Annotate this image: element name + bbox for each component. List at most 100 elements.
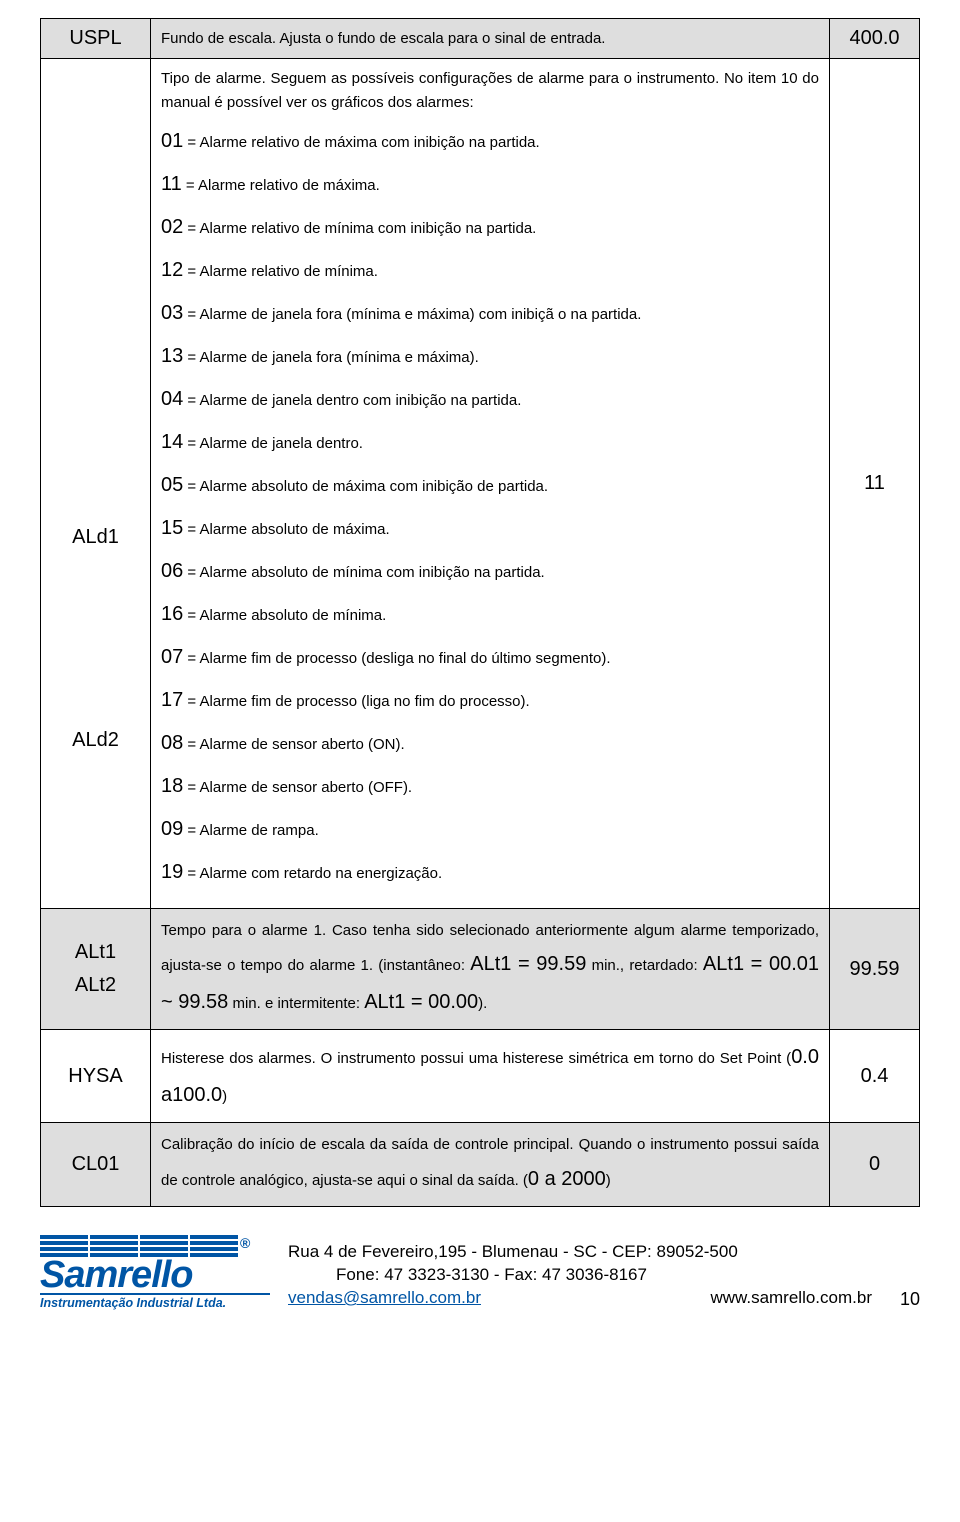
alarm-item: 03 = Alarme de janela fora (mínima e máx… [161, 298, 819, 329]
alarm-code: 12 [161, 259, 183, 281]
alarm-text: Alarme relativo de máxima. [198, 177, 380, 194]
alarm-item: 18 = Alarme de sensor aberto (OFF). [161, 771, 819, 802]
alarm-item: 09 = Alarme de rampa. [161, 814, 819, 845]
alarm-code: 04 [161, 388, 183, 410]
alarm-eq: = [183, 822, 199, 839]
company-logo: ® Samrello Instrumentação Industrial Ltd… [40, 1235, 270, 1310]
val-cl01: 0 [830, 1123, 920, 1207]
param-ald: ALd1 ALd2 [41, 59, 151, 909]
alarm-eq: = [183, 349, 199, 366]
alarm-text: Alarme com retardo na energização. [200, 865, 443, 882]
val-alt: 99.59 [830, 908, 920, 1030]
alarm-code: 08 [161, 732, 183, 754]
alarm-eq: = [182, 177, 198, 194]
alarm-code: 01 [161, 130, 183, 152]
hysa-desc-end: ) [222, 1088, 227, 1105]
alarm-text: Alarme absoluto de máxima. [200, 521, 390, 538]
param-cl01: CL01 [41, 1123, 151, 1207]
page-number: 10 [890, 1289, 920, 1310]
alarm-text: Alarme de janela fora (mínima e máxima) … [200, 306, 642, 323]
param-label: ALd1 [51, 526, 140, 549]
registered-icon: ® [240, 1235, 250, 1251]
alarm-item: 16 = Alarme absoluto de mínima. [161, 599, 819, 630]
alarm-text: Alarme absoluto de mínima com inibição n… [200, 564, 545, 581]
alarm-item: 06 = Alarme absoluto de mínima com inibi… [161, 556, 819, 587]
alt-desc-end: ). [478, 995, 487, 1012]
alarm-text: Alarme absoluto de máxima com inibição d… [200, 478, 549, 495]
alarm-item: 14 = Alarme de janela dentro. [161, 427, 819, 458]
alarm-text: Alarme relativo de mínima. [200, 263, 378, 280]
table-row: CL01 Calibração do início de escala da s… [41, 1123, 920, 1207]
alarm-eq: = [183, 306, 199, 323]
alarm-text: Alarme de janela dentro. [200, 435, 363, 452]
alarm-text: Alarme de sensor aberto (ON). [200, 736, 405, 753]
alt-desc-mid1: min., retardado: [586, 957, 703, 974]
alarm-code: 15 [161, 517, 183, 539]
table-row: USPL Fundo de escala. Ajusta o fundo de … [41, 19, 920, 59]
alarm-text: Alarme de sensor aberto (OFF). [200, 779, 413, 796]
alarm-eq: = [183, 435, 199, 452]
alarm-eq: = [183, 134, 199, 151]
desc-hysa: Histerese dos alarmes. O instrumento pos… [151, 1030, 830, 1123]
alarm-code: 05 [161, 474, 183, 496]
alarm-text: Alarme absoluto de mínima. [200, 607, 387, 624]
alarm-text: Alarme relativo de máxima com inibição n… [200, 134, 540, 151]
alarm-eq: = [183, 736, 199, 753]
footer-site: www.samrello.com.br [710, 1287, 872, 1310]
alarm-item: 07 = Alarme fim de processo (desliga no … [161, 642, 819, 673]
parameters-table: USPL Fundo de escala. Ajusta o fundo de … [40, 18, 920, 1207]
alarm-text: Alarme relativo de mínima com inibição n… [200, 220, 537, 237]
param-label: ALt2 [51, 974, 140, 997]
footer-email-link[interactable]: vendas@samrello.com.br [288, 1287, 481, 1310]
footer-addr-line2: Fone: 47 3323-3130 - Fax: 47 3036-8167 [288, 1264, 872, 1287]
table-row: ALd1 ALd2 Tipo de alarme. Seguem as poss… [41, 59, 920, 909]
alarm-eq: = [183, 865, 199, 882]
alarm-eq: = [183, 478, 199, 495]
param-alt: ALt1 ALt2 [41, 908, 151, 1030]
alarm-item: 17 = Alarme fim de processo (liga no fim… [161, 685, 819, 716]
alt-expr3: ALt1 = 00.00 [364, 991, 478, 1013]
alarm-code: 03 [161, 302, 183, 324]
alarm-code: 18 [161, 775, 183, 797]
param-hysa: HYSA [41, 1030, 151, 1123]
alarm-eq: = [183, 392, 199, 409]
alarm-item: 02 = Alarme relativo de mínima com inibi… [161, 212, 819, 243]
alarm-code: 17 [161, 689, 183, 711]
alarm-item: 15 = Alarme absoluto de máxima. [161, 513, 819, 544]
param-label: ALd2 [51, 729, 140, 752]
alarm-eq: = [183, 779, 199, 796]
alarm-list: 01 = Alarme relativo de máxima com inibi… [161, 126, 819, 888]
alarm-code: 13 [161, 345, 183, 367]
footer-address: Rua 4 de Fevereiro,195 - Blumenau - SC -… [288, 1241, 872, 1310]
alarm-code: 11 [161, 173, 182, 195]
desc-alt: Tempo para o alarme 1. Caso tenha sido s… [151, 908, 830, 1030]
param-label: CL01 [72, 1153, 120, 1175]
alarm-eq: = [183, 263, 199, 280]
alarm-eq: = [183, 650, 199, 667]
alarm-eq: = [183, 693, 199, 710]
val-hysa: 0.4 [830, 1030, 920, 1123]
val-uspl: 400.0 [830, 19, 920, 59]
alt-expr1: ALt1 = 99.59 [470, 953, 586, 975]
alarm-eq: = [183, 564, 199, 581]
alarm-item: 12 = Alarme relativo de mínima. [161, 255, 819, 286]
alarm-eq: = [183, 607, 199, 624]
hysa-desc-pre: Histerese dos alarmes. O instrumento pos… [161, 1050, 791, 1067]
page-footer: ® Samrello Instrumentação Industrial Ltd… [40, 1235, 920, 1310]
alarm-eq: = [183, 521, 199, 538]
table-row: ALt1 ALt2 Tempo para o alarme 1. Caso te… [41, 908, 920, 1030]
alarm-text: Alarme fim de processo (liga no fim do p… [200, 693, 530, 710]
table-row: HYSA Histerese dos alarmes. O instrument… [41, 1030, 920, 1123]
alarm-text: Alarme de rampa. [200, 822, 319, 839]
alarm-item: 08 = Alarme de sensor aberto (ON). [161, 728, 819, 759]
ald-intro: Tipo de alarme. Seguem as possíveis conf… [161, 67, 819, 114]
alarm-text: Alarme de janela fora (mínima e máxima). [200, 349, 479, 366]
param-label: HYSA [68, 1065, 122, 1087]
alarm-code: 02 [161, 216, 183, 238]
alarm-item: 19 = Alarme com retardo na energização. [161, 857, 819, 888]
alarm-code: 09 [161, 818, 183, 840]
logo-name: Samrello [40, 1259, 270, 1291]
desc-ald: Tipo de alarme. Seguem as possíveis conf… [151, 59, 830, 909]
alarm-code: 14 [161, 431, 183, 453]
alarm-item: 04 = Alarme de janela dentro com inibiçã… [161, 384, 819, 415]
